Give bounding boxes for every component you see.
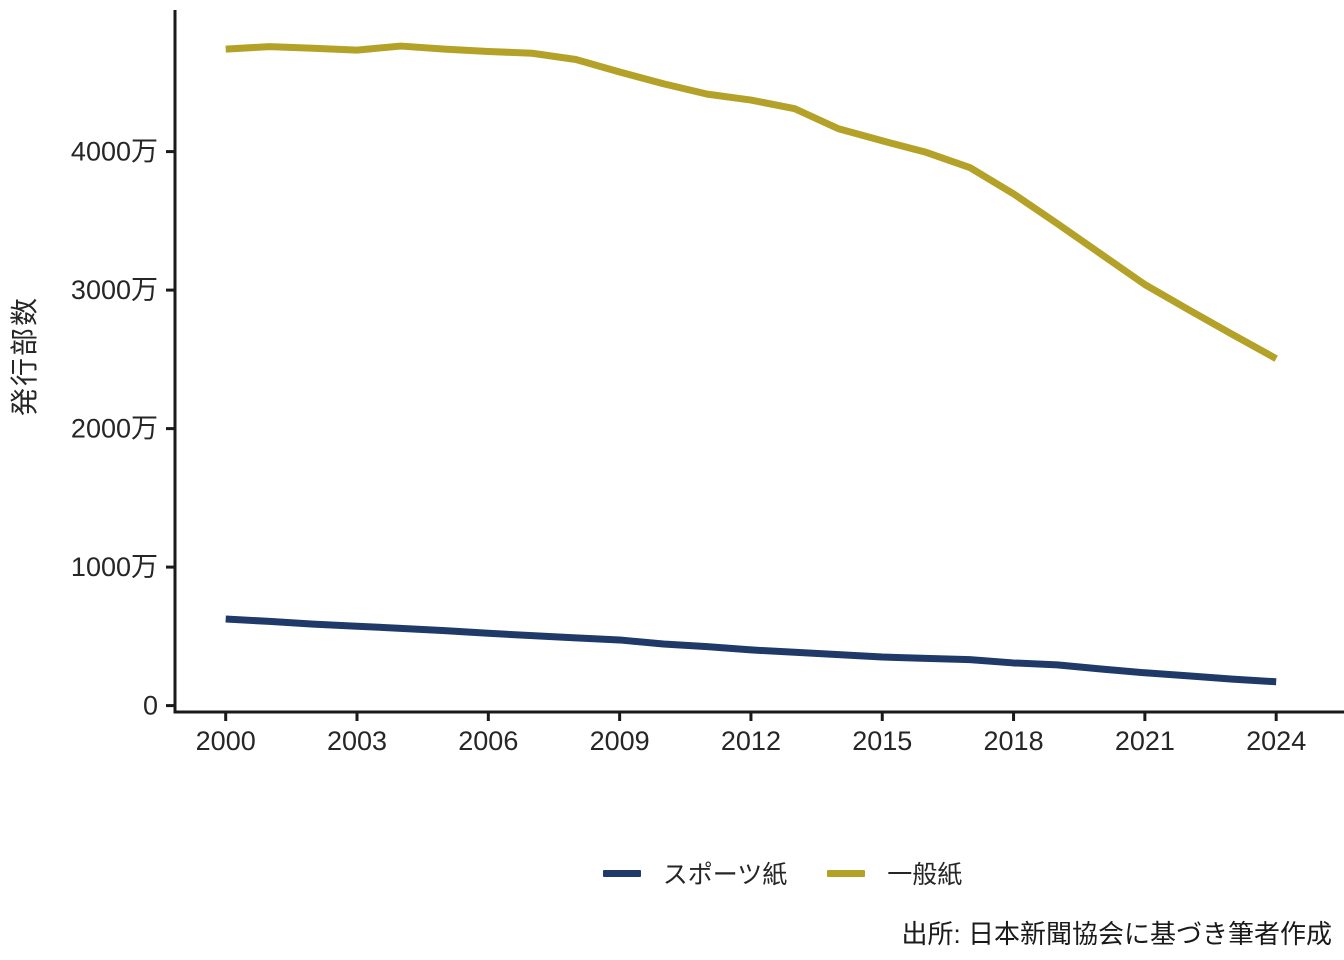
legend-item-sports: スポーツ紙	[602, 855, 788, 891]
x-tick-label: 2018	[984, 726, 1044, 756]
legend-label-general: 一般紙	[887, 861, 963, 889]
y-tick-label: 3000万	[71, 275, 158, 305]
source-note: 出所: 日本新聞協会に基づき筆者作成	[901, 919, 1332, 949]
legend: スポーツ紙 一般紙	[175, 855, 1344, 891]
y-tick-label: 1000万	[71, 552, 158, 582]
x-tick-label: 2024	[1246, 726, 1306, 756]
general-line-swatch-icon	[827, 869, 866, 877]
y-tick-label: 2000万	[71, 414, 158, 444]
y-axis-title: 発行部数	[9, 295, 41, 417]
legend-item-general: 一般紙	[827, 855, 962, 891]
sports-line-swatch-icon	[602, 869, 641, 877]
x-tick-label: 2000	[196, 726, 256, 756]
x-tick-label: 2006	[458, 726, 518, 756]
y-tick-label: 0	[143, 691, 158, 721]
x-tick-label: 2003	[327, 726, 387, 756]
x-tick-label: 2012	[721, 726, 781, 756]
y-axis-title-wrap: 発行部数	[0, 0, 46, 712]
x-tick-label: 2009	[590, 726, 650, 756]
legend-label-sports: スポーツ紙	[662, 861, 788, 889]
y-tick-label: 4000万	[71, 137, 158, 167]
x-tick-label: 2021	[1115, 726, 1175, 756]
series-line-sports	[225, 615, 1277, 686]
x-tick-label: 2015	[852, 726, 912, 756]
series-line-general	[225, 42, 1278, 362]
